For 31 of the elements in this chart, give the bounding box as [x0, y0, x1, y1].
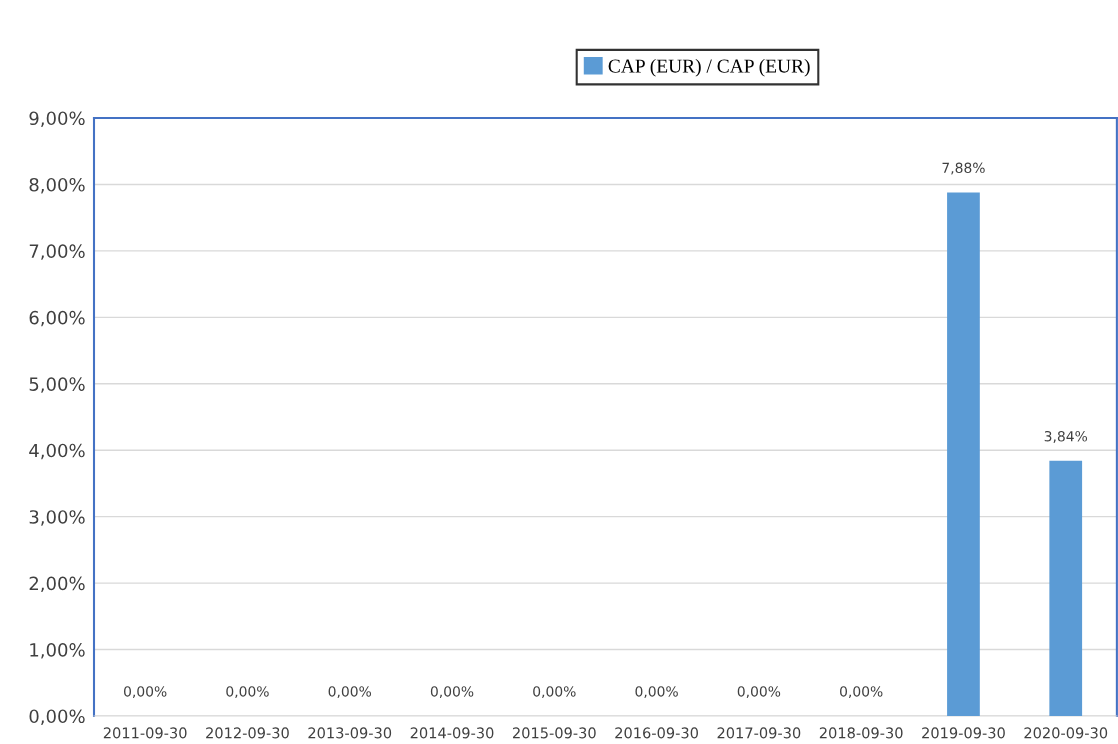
x-tick-label: 2016-09-30 — [615, 727, 698, 739]
data-label: 0,00% — [124, 686, 167, 699]
data-label: 3,84% — [1044, 430, 1088, 443]
y-tick-label: 5,00% — [29, 377, 85, 393]
data-label: 0,00% — [737, 686, 781, 699]
legend-label: CAP (EUR) / CAP (EUR) — [608, 58, 810, 77]
x-tick-label: 2011-09-30 — [103, 727, 187, 739]
y-tick-label: 2,00% — [29, 576, 85, 593]
y-tick-label: 8,00% — [29, 177, 85, 194]
y-tick-label: 9,00% — [29, 111, 85, 127]
x-tick-label: 2013-09-30 — [308, 727, 392, 739]
x-tick-label: 2019-09-30 — [922, 727, 1005, 739]
y-tick-label: 1,00% — [30, 643, 85, 659]
x-tick-label: 2017-09-30 — [717, 727, 801, 739]
data-label: 0,00% — [328, 686, 372, 699]
data-label: 0,00% — [635, 686, 678, 699]
data-label: 0,00% — [533, 686, 576, 699]
data-label: 0,00% — [840, 686, 883, 699]
data-label: 0,00% — [226, 686, 269, 699]
x-tick-label: 2018-09-30 — [819, 727, 903, 739]
x-tick-label: 2012-09-30 — [206, 727, 289, 739]
data-label: 0,00% — [430, 686, 474, 699]
y-tick-label: 6,00% — [29, 310, 85, 327]
x-tick-label: 2014-09-30 — [410, 727, 494, 739]
y-tick-label: 7,00% — [29, 244, 85, 260]
y-tick-label: 4,00% — [29, 443, 85, 460]
data-label: 7,88% — [942, 162, 985, 175]
x-tick-label: 2020-09-30 — [1024, 727, 1108, 739]
y-tick-label: 0,00% — [29, 709, 85, 725]
y-tick-label: 3,00% — [29, 510, 85, 526]
x-tick-label: 2015-09-30 — [512, 727, 596, 739]
